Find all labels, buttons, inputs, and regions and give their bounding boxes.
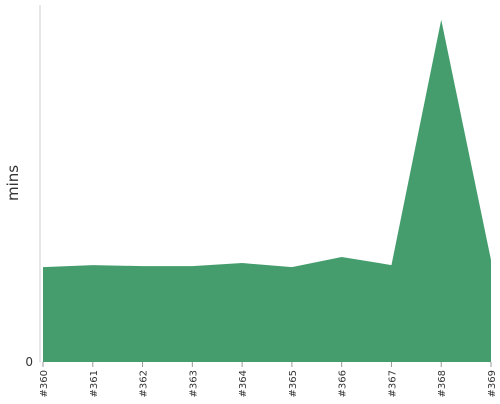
x-tick-label: #365 xyxy=(288,370,299,397)
x-tick-label: #366 xyxy=(338,370,349,397)
x-tick-label: #363 xyxy=(188,370,199,397)
x-tick-label: #368 xyxy=(437,370,448,397)
y-tick-label: 0 xyxy=(25,355,33,369)
y-axis-label: mins xyxy=(4,165,22,201)
area xyxy=(43,19,491,362)
x-tick-label: #364 xyxy=(238,370,249,397)
x-tick-label: #369 xyxy=(487,370,498,397)
x-tick-label: #361 xyxy=(89,370,100,397)
x-tick-label: #362 xyxy=(139,370,150,397)
x-tick-label: #367 xyxy=(387,370,398,397)
x-tick-label: #360 xyxy=(39,370,50,397)
